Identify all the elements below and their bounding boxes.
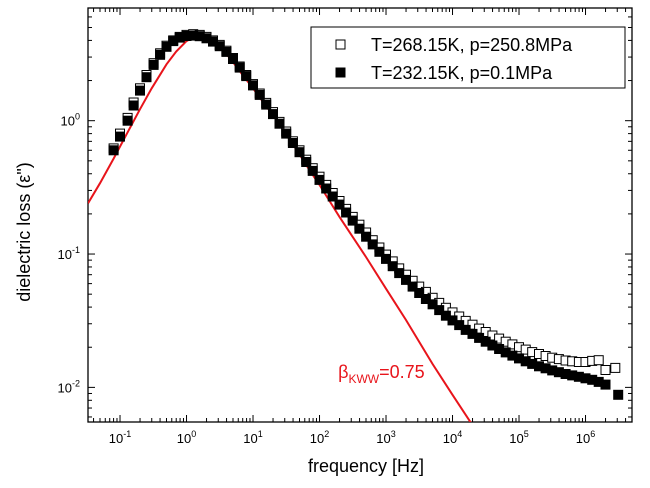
filled-square-point — [407, 281, 418, 292]
annotation-beta: β — [338, 362, 348, 382]
x-tick-label-base: 10 — [443, 431, 457, 446]
x-tick-label-base: 10 — [177, 431, 191, 446]
filled-square-point — [613, 389, 624, 400]
x-tick-label-base: 10 — [109, 431, 123, 446]
x-tick-label: 106 — [576, 429, 595, 446]
filled-square-point — [128, 100, 139, 111]
x-tick-label-exponent: 1 — [258, 429, 263, 439]
x-tick-label-exponent: 6 — [590, 429, 595, 439]
y-axis-label: dielectric loss (ε") — [14, 162, 34, 301]
x-tick-label-base: 10 — [509, 431, 523, 446]
y-tick-label-exponent: 0 — [75, 112, 80, 122]
x-tick-label-exponent: 4 — [457, 429, 462, 439]
x-tick-label: 105 — [509, 429, 528, 446]
filled-square-point — [268, 109, 278, 120]
x-tick-label-base: 10 — [376, 431, 390, 446]
filled-square-point — [434, 305, 445, 316]
y-tick-label-exponent: -1 — [72, 245, 80, 255]
y-tick-label: 100 — [61, 112, 80, 129]
filled-square-point — [294, 147, 305, 158]
x-tick-label-exponent: 0 — [191, 429, 196, 439]
filled-square-point — [287, 138, 298, 148]
filled-square-point — [221, 46, 232, 57]
x-tick-label-base: 10 — [576, 431, 590, 446]
kww-fit-line — [88, 35, 472, 422]
filled-square-point — [327, 191, 338, 202]
x-tick-label-exponent: 2 — [324, 429, 329, 439]
legend: T=268.15K, p=250.8MPa T=232.15K, p=0.1MP… — [310, 26, 626, 89]
x-tick-label-exponent: -1 — [123, 429, 131, 439]
filled-square-point — [374, 246, 385, 257]
y-tick-label-base: 10 — [58, 380, 72, 395]
filled-square-point — [161, 41, 172, 52]
legend-entry-series-2: T=232.15K, p=0.1MPa — [371, 63, 553, 83]
filled-square-point — [228, 54, 238, 64]
open-square-point — [593, 355, 604, 366]
y-tick-label-base: 10 — [58, 247, 72, 262]
filled-square-point — [420, 294, 431, 304]
beta-kww-annotation: βKWW=0.75 — [338, 362, 425, 386]
filled-square-point — [387, 261, 398, 272]
legend-entry-series-1: T=268.15K, p=250.8MPa — [371, 35, 573, 55]
filled-square-point — [301, 157, 312, 167]
filled-square-point — [155, 49, 166, 60]
filled-square-point — [148, 59, 159, 70]
filled-square-point — [248, 80, 258, 91]
filled-square-point — [427, 299, 438, 310]
legend-marker-filled-square — [335, 67, 346, 78]
filled-square-point — [274, 118, 285, 129]
filled-square-point — [141, 72, 152, 83]
x-tick-label-base: 10 — [310, 431, 324, 446]
y-tick-label: 10-1 — [58, 245, 80, 262]
x-tick-label: 104 — [443, 429, 462, 446]
filled-square-point — [354, 223, 365, 234]
filled-square-point — [234, 62, 245, 73]
filled-square-point — [307, 165, 318, 176]
open-square-point — [600, 365, 611, 375]
annotation-subscript: KWW — [348, 372, 379, 386]
filled-square-point — [367, 239, 378, 250]
x-axis-label: frequency [Hz] — [308, 456, 424, 476]
filled-square-point — [314, 174, 325, 185]
data-points-layer — [108, 29, 624, 400]
x-tick-label-base: 10 — [243, 431, 257, 446]
x-tick-label: 103 — [376, 429, 395, 446]
fit-curve-layer — [88, 35, 472, 422]
legend-marker-open-square — [335, 39, 346, 50]
filled-square-point — [600, 379, 611, 390]
filled-square-point — [347, 215, 358, 226]
filled-square-point — [394, 268, 405, 279]
x-tick-label: 100 — [177, 429, 196, 446]
x-axis-ticks: 10-1 100 101 102 103 104 105 106 — [93, 8, 633, 446]
filled-square-point — [108, 145, 119, 156]
open-square-point — [610, 362, 621, 373]
filled-square-point — [401, 274, 411, 285]
filled-square-point — [241, 71, 252, 82]
filled-square-point — [214, 41, 225, 52]
x-tick-label: 10-1 — [109, 429, 131, 446]
annotation-value: =0.75 — [379, 362, 425, 382]
x-tick-label-exponent: 3 — [391, 429, 396, 439]
x-tick-label: 102 — [310, 429, 329, 446]
filled-square-point — [122, 115, 133, 126]
filled-square-point — [261, 99, 272, 110]
y-tick-label-exponent: -2 — [72, 378, 80, 388]
filled-square-point — [135, 85, 145, 96]
y-tick-label-base: 10 — [61, 114, 75, 129]
filled-square-point — [341, 207, 352, 218]
y-tick-label: 10-2 — [58, 378, 80, 395]
filled-square-point — [414, 288, 425, 298]
x-tick-label-exponent: 5 — [524, 429, 529, 439]
x-tick-label: 101 — [243, 429, 262, 446]
filled-square-point — [115, 131, 125, 142]
filled-square-point — [321, 183, 332, 194]
filled-square-point — [334, 199, 345, 210]
filled-square-point — [381, 253, 391, 264]
legend-box — [310, 26, 626, 89]
filled-square-point — [361, 231, 372, 242]
filled-square-point — [281, 128, 292, 139]
filled-square-point — [254, 89, 265, 100]
